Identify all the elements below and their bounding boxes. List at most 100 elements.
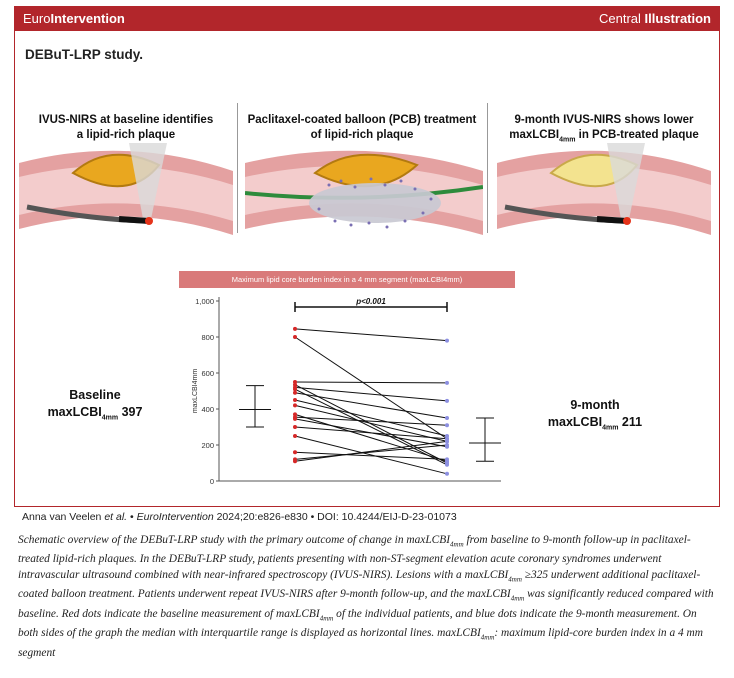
panel-divider [237,103,238,233]
patient-line [294,328,448,342]
followup-sub: 4mm [602,424,619,432]
baseline-dot [293,326,297,331]
citation-journal: EuroIntervention [136,511,214,523]
probe-light [145,217,153,225]
baseline-value: 397 [118,405,143,419]
patient-line [294,386,448,402]
baseline-dot [293,403,297,408]
baseline-line1: Baseline [69,388,121,402]
baseline-dot [293,398,297,402]
panel-2-line1: Paclitaxel-coated balloon (PCB) treatmen… [247,114,477,126]
figure-caption: Schematic overview of the DEBuT-LRP stud… [18,534,714,659]
panel-divider [487,103,488,233]
panel-1-line1: IVUS-NIRS at baseline identifies [38,114,214,126]
baseline-line2: maxLCBI4mm 397 [35,404,155,427]
followup-line2: maxLCBI4mm 211 [535,414,655,437]
followup-dot [445,380,449,385]
central-plain: Central [599,11,645,26]
panel-3-line2: maxLCBI4mm in PCB-treated plaque [487,128,721,147]
panel-3-sub: 4mm [559,136,576,144]
followup-pre: maxLCBI [547,415,603,429]
y-tick-label: 0 [210,477,214,486]
patient-line [294,381,448,384]
vessel-followup-illustration [497,143,711,235]
baseline-label: Baseline maxLCBI4mm 397 [35,387,155,427]
patient-line [294,392,448,419]
nirs-beam [607,143,645,219]
patient-line [294,444,448,460]
panel-2-line2: of lipid-rich plaque [310,129,414,141]
patient-line [294,399,448,437]
p-value-annotation: p<0.001 [355,297,386,306]
catheter-tip [118,216,150,224]
vessel-lumen [19,165,233,221]
followup-dot [445,338,449,343]
baseline-dot [293,434,297,438]
patient-line [294,336,448,440]
baseline-dot [293,416,297,421]
followup-dot [445,443,449,447]
patient-line [294,451,448,460]
citation-etal: et al. [104,511,128,523]
patient-line [294,440,448,462]
baseline-dot [293,459,297,464]
y-tick-label: 800 [201,333,214,342]
central-bold: Illustration [644,11,711,26]
followup-line1: 9-month [570,398,620,412]
paclitaxel-particles [317,177,433,229]
patient-line [294,413,448,462]
vessel-lumen [497,165,711,221]
y-tick-label: 1,000 [195,297,214,306]
citation-authors: Anna van Veelen [22,511,105,523]
probe-light [623,217,631,225]
chart-title: Maximum lipid core burden index in a 4 m… [179,271,515,288]
catheter-tip [596,216,628,224]
followup-dot [445,398,449,403]
brand-bold: Intervention [50,11,125,26]
central-illustration-label: Central Illustration [599,11,711,26]
panel-2-title: Paclitaxel-coated balloon (PCB) treatmen… [237,113,487,143]
followup-dot [445,416,449,420]
patient-line [294,404,448,442]
baseline-dot [293,425,297,429]
patient-line [294,388,448,466]
followup-dot [445,457,449,462]
chart-plot: 0 200 400 600 800 1,000 maxLCBI4mm p<0.001 [192,297,501,486]
study-title: DEBuT-LRP study. [25,47,144,62]
followup-dot [445,439,449,444]
followup-dot [445,471,449,476]
followup-dot [445,462,449,467]
vessel-treatment-illustration [245,150,483,235]
coated-balloon [309,183,441,223]
panel-1-title: IVUS-NIRS at baseline identifies a lipid… [15,113,237,143]
nirs-beam [129,143,167,219]
baseline-sub: 4mm [101,414,119,422]
y-axis-label: maxLCBI4mm [192,369,199,414]
citation-sep: • [127,511,137,523]
citation-ref: 2024;20:e826-e830 • DOI: 10.4244/EIJ-D-2… [213,511,457,523]
citation: Anna van Veelen et al. • EuroInterventio… [22,511,457,523]
lcbi-chart: Maximum lipid core burden index in a 4 m… [179,271,515,487]
patient-line [294,416,448,426]
baseline-dot [293,387,297,392]
journal-brand: EuroIntervention [23,11,125,26]
followup-label: 9-month maxLCBI4mm 211 [535,397,655,437]
header-bar: EuroIntervention Central Illustration [15,7,719,31]
central-illustration-frame: EuroIntervention Central Illustration DE… [14,6,721,528]
baseline-dot [293,450,297,455]
baseline-dot [293,335,297,339]
brand-plain: Euro [23,11,51,26]
y-tick-label: 600 [201,369,214,378]
panel-3-line1: 9-month IVUS-NIRS shows lower [514,114,694,126]
baseline-dot [293,390,297,395]
panel-1-line2: a lipid-rich plaque [76,129,176,141]
y-tick-label: 200 [201,441,214,450]
followup-dot [445,423,449,428]
baseline-pre: maxLCBI [47,405,102,419]
followup-value: 211 [618,415,643,429]
panel-3-title: 9-month IVUS-NIRS shows lower maxLCBI4mm… [487,113,721,147]
vessel-baseline-illustration [19,143,233,235]
panel-3-pre: maxLCBI [509,129,560,141]
patient-line [294,426,448,440]
panel-3-post: in PCB-treated plaque [575,129,699,141]
